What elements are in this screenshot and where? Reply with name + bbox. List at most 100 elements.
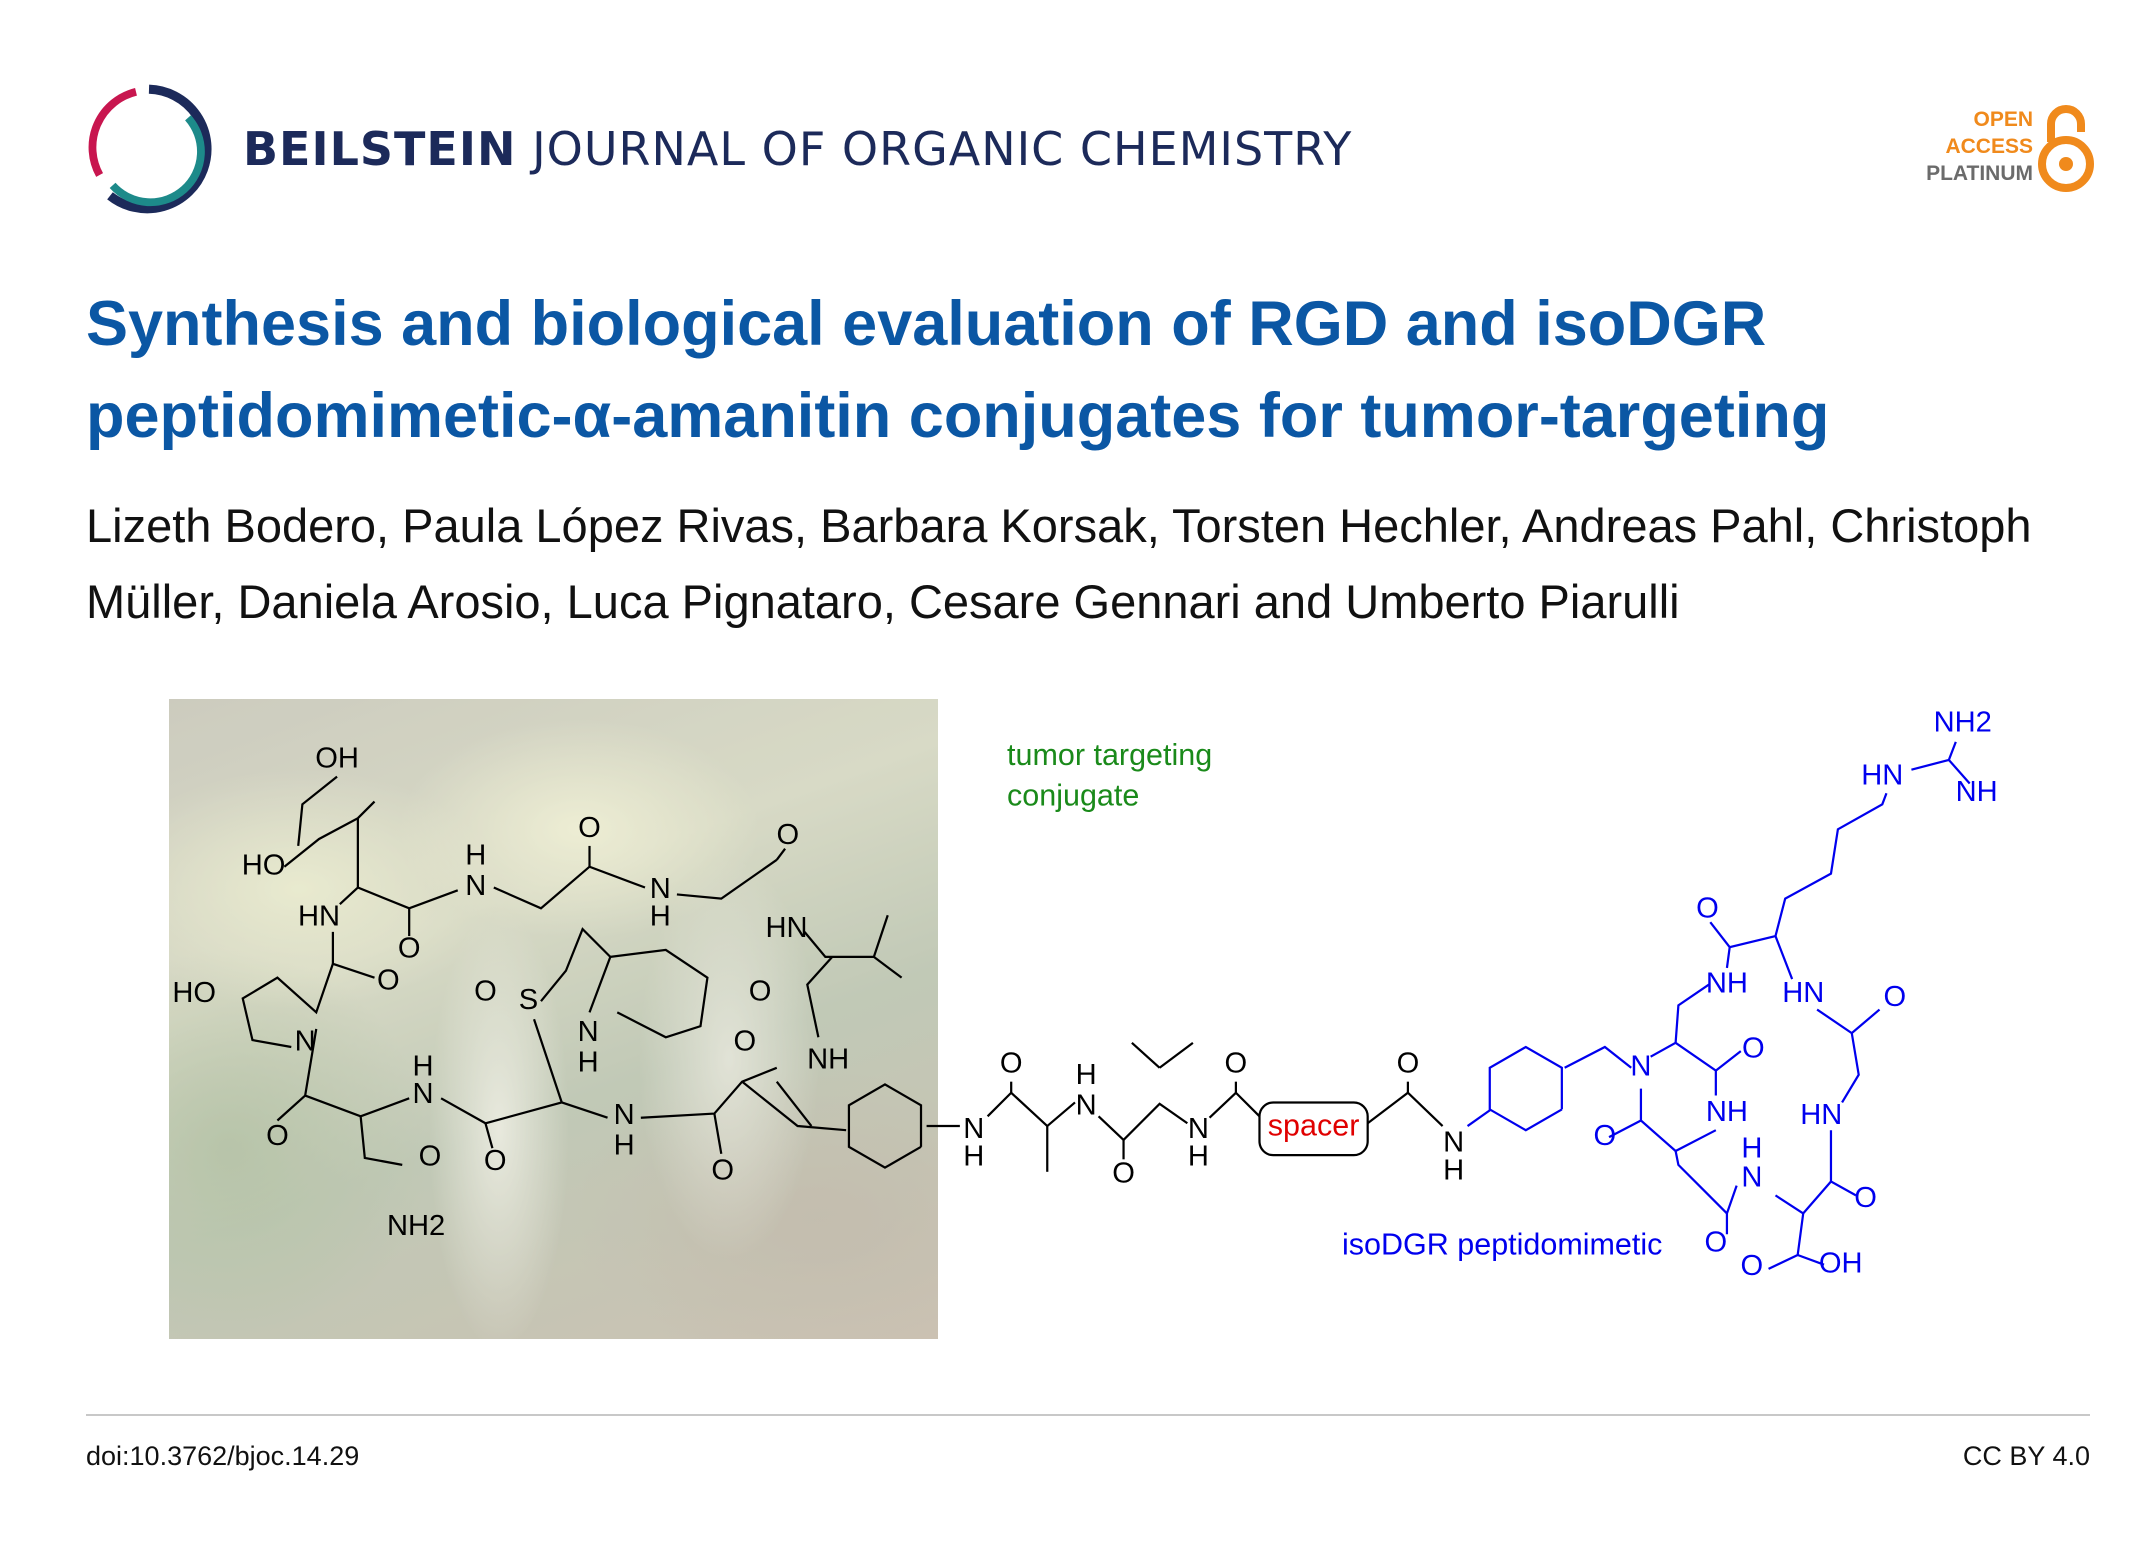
label-conjugate-2: conjugate — [1007, 778, 1139, 812]
atom-label: N — [963, 1113, 984, 1145]
label-conjugate-1: tumor targeting — [1007, 738, 1212, 772]
bond — [775, 1080, 813, 1127]
atom-label: NH — [1706, 1096, 1748, 1128]
atom-label: HO — [172, 977, 216, 1009]
bond — [283, 800, 376, 868]
bond — [359, 1116, 403, 1166]
bond — [676, 858, 778, 900]
atom-label: O — [484, 1145, 507, 1177]
atom-label: O — [377, 965, 400, 997]
atom-label: HN — [1782, 977, 1824, 1009]
bond — [1715, 1050, 1742, 1072]
journal-name-bold: BEILSTEIN — [243, 122, 517, 176]
atom-label: N — [650, 873, 671, 905]
atom-label: OH — [1819, 1247, 1863, 1279]
atom-label: H — [1443, 1154, 1464, 1186]
bond — [1709, 921, 1731, 948]
bond — [1208, 1091, 1261, 1119]
atom-label: NH — [1956, 776, 1998, 808]
atom-label: NH2 — [387, 1210, 445, 1242]
bond — [331, 931, 375, 979]
bond — [1466, 1108, 1492, 1127]
bond — [1131, 1042, 1161, 1069]
bond — [1774, 935, 1794, 980]
atom-label: S — [519, 984, 538, 1016]
amanita-mushroom-photo — [169, 699, 938, 1339]
isodgr-bonds — [1466, 741, 1971, 1270]
bond — [532, 1018, 563, 1103]
bond — [1816, 1008, 1881, 1035]
atom-label: H — [1741, 1132, 1762, 1164]
bond — [847, 1083, 923, 1169]
atom-label: O — [1397, 1048, 1420, 1080]
journal-name-rest: JOURNAL OF ORGANIC CHEMISTRY — [532, 122, 1353, 176]
bond — [1725, 1185, 1738, 1235]
bond — [1639, 1088, 1717, 1153]
bond — [241, 963, 334, 1049]
open-access-lock-icon — [2038, 105, 2094, 192]
bond — [304, 1094, 410, 1118]
atom-label: NH2 — [1934, 707, 1992, 739]
atom-label: NH — [1706, 967, 1748, 999]
atom-label: OH — [315, 743, 359, 775]
atom-label: O — [474, 976, 497, 1008]
bond — [741, 1080, 847, 1132]
atom-label: O — [1225, 1048, 1248, 1080]
bond — [297, 775, 338, 847]
license-label[interactable]: CC BY 4.0 — [1962, 1441, 2090, 1471]
bond — [1674, 983, 1710, 1043]
atom-label: O — [711, 1154, 734, 1186]
bond — [640, 1066, 778, 1119]
atom-label: N — [413, 1078, 434, 1110]
doi-link[interactable]: doi:10.3762/bjoc.14.29 — [86, 1441, 360, 1471]
atom-label: O — [1594, 1120, 1617, 1152]
atom-label: HN — [298, 901, 340, 933]
bond — [1948, 759, 1971, 785]
journal-name: BEILSTEIN JOURNAL OF ORGANIC CHEMISTRY — [243, 122, 1352, 176]
atom-label: O — [266, 1120, 289, 1152]
atom-label: O — [734, 1026, 757, 1058]
bond — [1911, 741, 1957, 771]
atom-label: HN — [765, 912, 807, 944]
bond — [1674, 1150, 1728, 1215]
bond — [873, 955, 903, 979]
atom-label: O — [1000, 1048, 1023, 1080]
atom-label: NH — [807, 1044, 849, 1076]
amanitin-linker-bonds — [241, 775, 1444, 1172]
atom-label: O — [1742, 1032, 1765, 1064]
atom-label: N — [295, 1026, 316, 1058]
bond — [1158, 1041, 1194, 1069]
atom-label: O — [1112, 1157, 1135, 1189]
article-authors: Lizeth Bodero, Paula López Rivas, Barbar… — [86, 499, 2032, 628]
bond — [775, 848, 786, 861]
atom-label: H — [465, 840, 486, 872]
bond — [484, 1122, 494, 1149]
atom-label: N — [578, 1016, 599, 1048]
atom-label: H — [1076, 1059, 1097, 1091]
footer-divider — [86, 1414, 2090, 1416]
bond — [1774, 1194, 1804, 1215]
bond — [1488, 1045, 1563, 1132]
atom-label: O — [578, 812, 601, 844]
bond — [357, 886, 459, 910]
bond — [803, 914, 889, 958]
atom-label: N — [614, 1099, 635, 1131]
atom-label: H — [963, 1141, 984, 1173]
atom-label: O — [419, 1141, 442, 1173]
bond — [493, 865, 646, 910]
atom-label: H — [578, 1046, 599, 1078]
bond — [713, 1113, 723, 1154]
bond — [1768, 1180, 1832, 1270]
atom-label: N — [1741, 1161, 1762, 1193]
bond — [610, 948, 709, 1039]
atom-label: O — [1854, 1182, 1877, 1214]
bond — [1608, 1119, 1642, 1139]
atom-label: O — [749, 976, 772, 1008]
atom-label: HO — [242, 849, 286, 881]
bond — [1725, 792, 1888, 969]
atom-label: O — [1741, 1250, 1764, 1282]
atom-label: O — [1705, 1227, 1728, 1259]
bond — [1841, 1032, 1860, 1104]
bond — [339, 818, 359, 905]
